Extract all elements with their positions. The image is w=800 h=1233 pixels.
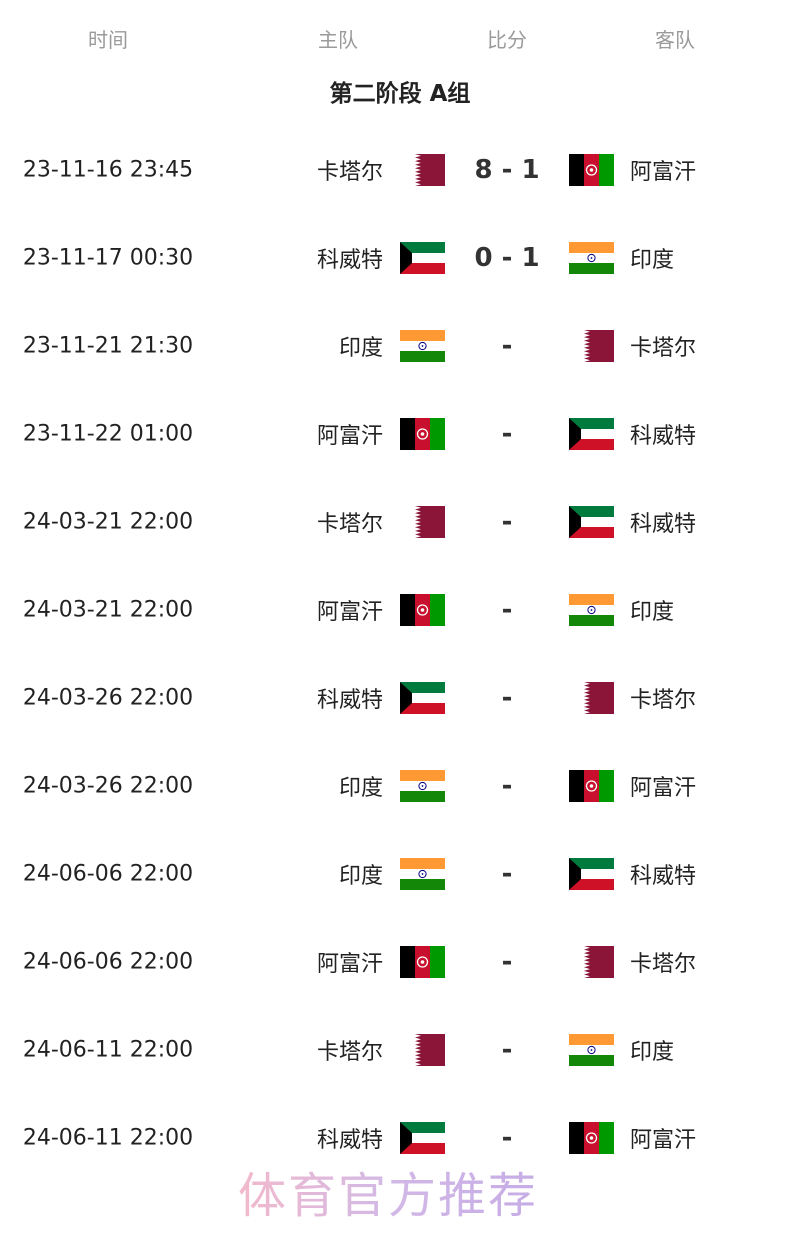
kuwait-flag-icon — [569, 858, 614, 890]
match-score: 0 - 1 — [474, 243, 540, 273]
match-row[interactable]: 24-03-21 22:00 阿富汗 - 印度 — [0, 580, 800, 640]
away-team: 科威特 — [630, 864, 697, 889]
away-team: 科威特 — [630, 512, 697, 537]
match-row[interactable]: 24-03-26 22:00 印度 - 阿富汗 — [0, 756, 800, 816]
match-row[interactable]: 23-11-22 01:00 阿富汗 - 科威特 — [0, 404, 800, 464]
afghanistan-flag-icon — [569, 154, 614, 186]
qatar-flag-icon — [400, 506, 445, 538]
india-flag-icon — [569, 242, 614, 274]
kuwait-flag-icon — [400, 682, 445, 714]
match-row[interactable]: 24-06-06 22:00 阿富汗 - 卡塔尔 — [0, 932, 800, 992]
match-score: - — [501, 1035, 513, 1065]
india-flag-icon — [569, 1034, 614, 1066]
match-time: 24-06-06 22:00 — [22, 949, 194, 975]
home-team: 印度 — [338, 776, 383, 801]
away-team: 阿富汗 — [630, 1128, 697, 1153]
india-flag-icon — [400, 770, 445, 802]
match-time: 23-11-17 00:30 — [22, 245, 194, 271]
match-row[interactable]: 23-11-21 21:30 印度 - 卡塔尔 — [0, 316, 800, 376]
home-team: 卡塔尔 — [316, 160, 383, 185]
home-team: 科威特 — [316, 1128, 383, 1153]
away-team: 科威特 — [630, 424, 697, 449]
match-row[interactable]: 24-06-11 22:00 科威特 - 阿富汗 — [0, 1108, 800, 1168]
home-team: 科威特 — [316, 688, 383, 713]
match-time: 24-03-21 22:00 — [22, 597, 194, 623]
afghanistan-flag-icon — [569, 770, 614, 802]
match-score: 8 - 1 — [474, 155, 540, 185]
afghanistan-flag-icon — [400, 946, 445, 978]
india-flag-icon — [400, 858, 445, 890]
match-row[interactable]: 24-06-11 22:00 卡塔尔 - 印度 — [0, 1020, 800, 1080]
match-score: - — [501, 419, 513, 449]
qatar-flag-icon — [569, 330, 614, 362]
kuwait-flag-icon — [569, 418, 614, 450]
home-team: 印度 — [338, 864, 383, 889]
away-team: 印度 — [630, 600, 675, 625]
match-row[interactable]: 24-06-06 22:00 印度 - 科威特 — [0, 844, 800, 904]
header-time: 时间 — [88, 28, 128, 52]
away-team: 印度 — [630, 248, 675, 273]
match-time: 23-11-21 21:30 — [22, 333, 194, 359]
match-row[interactable]: 23-11-17 00:30 科威特 0 - 1 印度 — [0, 228, 800, 288]
away-team: 卡塔尔 — [630, 688, 697, 713]
india-flag-icon — [569, 594, 614, 626]
match-row[interactable]: 24-03-21 22:00 卡塔尔 - 科威特 — [0, 492, 800, 552]
match-time: 23-11-16 23:45 — [22, 157, 194, 183]
match-score: - — [501, 683, 513, 713]
qatar-flag-icon — [569, 682, 614, 714]
home-team: 科威特 — [316, 248, 383, 273]
match-time: 24-03-21 22:00 — [22, 509, 194, 535]
header-home: 主队 — [318, 28, 358, 52]
away-team: 印度 — [630, 1040, 675, 1065]
match-time: 24-03-26 22:00 — [22, 773, 194, 799]
qatar-flag-icon — [400, 1034, 445, 1066]
match-row[interactable]: 24-03-26 22:00 科威特 - 卡塔尔 — [0, 668, 800, 728]
away-team: 阿富汗 — [630, 776, 697, 801]
home-team: 卡塔尔 — [316, 512, 383, 537]
kuwait-flag-icon — [400, 1122, 445, 1154]
header-away: 客队 — [655, 28, 695, 52]
qatar-flag-icon — [569, 946, 614, 978]
match-score: - — [501, 859, 513, 889]
india-flag-icon — [400, 330, 445, 362]
match-score: - — [501, 947, 513, 977]
match-row[interactable]: 23-11-16 23:45 卡塔尔 8 - 1 阿富汗 — [0, 140, 800, 200]
match-time: 24-06-11 22:00 — [22, 1125, 194, 1151]
home-team: 阿富汗 — [316, 600, 383, 625]
home-team: 印度 — [338, 336, 383, 361]
match-score: - — [501, 331, 513, 361]
match-time: 24-06-06 22:00 — [22, 861, 194, 887]
home-team: 阿富汗 — [316, 952, 383, 977]
match-time: 23-11-22 01:00 — [22, 421, 194, 447]
home-team: 阿富汗 — [316, 424, 383, 449]
afghanistan-flag-icon — [400, 418, 445, 450]
match-score: - — [501, 771, 513, 801]
watermark: 体育官方推荐 — [238, 1168, 539, 1224]
kuwait-flag-icon — [400, 242, 445, 274]
afghanistan-flag-icon — [400, 594, 445, 626]
match-score: - — [501, 507, 513, 537]
qatar-flag-icon — [400, 154, 445, 186]
header-score: 比分 — [487, 28, 527, 52]
afghanistan-flag-icon — [569, 1122, 614, 1154]
kuwait-flag-icon — [569, 506, 614, 538]
match-time: 24-06-11 22:00 — [22, 1037, 194, 1063]
match-score: - — [501, 595, 513, 625]
group-title: 第二阶段 A组 — [329, 81, 471, 107]
away-team: 阿富汗 — [630, 160, 697, 185]
away-team: 卡塔尔 — [630, 336, 697, 361]
away-team: 卡塔尔 — [630, 952, 697, 977]
home-team: 卡塔尔 — [316, 1040, 383, 1065]
match-time: 24-03-26 22:00 — [22, 685, 194, 711]
match-score: - — [501, 1123, 513, 1153]
